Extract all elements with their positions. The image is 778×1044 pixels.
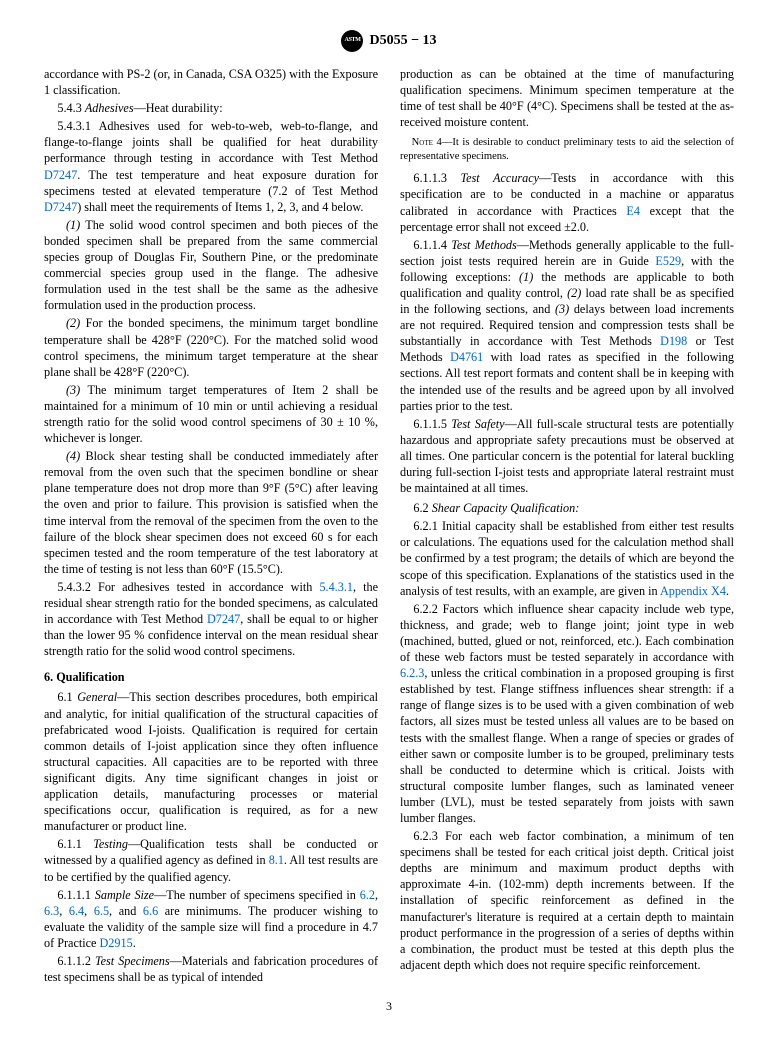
ref-link[interactable]: Appendix X4 (660, 584, 726, 598)
section-6-heading: 6. Qualification (44, 669, 378, 685)
ref-link[interactable]: 6.3 (44, 904, 59, 918)
label: 6.1.1.2 (57, 954, 95, 968)
ref-link[interactable]: D4761 (450, 350, 483, 364)
item-4: (4) Block shear testing shall be conduct… (44, 448, 378, 577)
run-title: Testing (93, 837, 128, 851)
page: D5055 − 13 accordance with PS-2 (or, in … (0, 0, 778, 1044)
label: 6.1.1 (57, 837, 93, 851)
run-title: Test Methods (451, 238, 517, 252)
ref-link[interactable]: D7247 (207, 612, 240, 626)
text: Block shear testing shall be conducted i… (44, 449, 378, 576)
run-title: Test Specimens (95, 954, 170, 968)
para-6.2: 6.2 Shear Capacity Qualification: (400, 500, 734, 516)
para-6.1: 6.1 General—This section describes proce… (44, 689, 378, 834)
run-title: Shear Capacity Qualification: (432, 501, 580, 515)
para-6.1.1.2: 6.1.1.2 Test Specimens—Materials and fab… (44, 953, 378, 985)
label: 6.1.1.5 (413, 417, 451, 431)
inline-label: (1) (519, 270, 533, 284)
text: . (133, 936, 136, 950)
item-label: (2) (66, 316, 80, 330)
ref-link[interactable]: 6.2 (360, 888, 375, 902)
text: , unless the critical combination in a p… (400, 666, 734, 825)
ref-link[interactable]: 6.4 (69, 904, 84, 918)
label: 5.4.3 (57, 101, 84, 115)
para-6.1.1.1: 6.1.1.1 Sample Size—The number of specim… (44, 887, 378, 951)
label: 6.1.1.4 (413, 238, 451, 252)
para-5.4.3: 5.4.3 Adhesives—Heat durability: (44, 100, 378, 116)
para-6.1.1.5: 6.1.1.5 Test Safety—All full-scale struc… (400, 416, 734, 496)
para-6.2.3: 6.2.3 For each web factor combination, a… (400, 828, 734, 973)
ref-link[interactable]: 6.2.3 (400, 666, 424, 680)
ref-link[interactable]: E529 (655, 254, 681, 268)
text: For the bonded specimens, the minimum ta… (44, 316, 378, 378)
label: 6.1.1.3 (413, 171, 460, 185)
ref-link[interactable]: 8.1 (269, 853, 284, 867)
document-header: D5055 − 13 (44, 30, 734, 52)
document-number: D5055 − 13 (369, 33, 436, 48)
item-1: (1) The solid wood control specimen and … (44, 217, 378, 314)
ref-link[interactable]: D7247 (44, 200, 77, 214)
run-title: Adhesives (85, 101, 134, 115)
ref-link[interactable]: 6.6 (143, 904, 158, 918)
ref-link[interactable]: 5.4.3.1 (319, 580, 353, 594)
label: 6.1.1.1 (57, 888, 94, 902)
note-4: Note 4—It is desirable to conduct prelim… (400, 136, 734, 164)
para-6.2.2: 6.2.2 Factors which influence shear capa… (400, 601, 734, 826)
para-6.2.1: 6.2.1 Initial capacity shall be establis… (400, 518, 734, 598)
ref-link[interactable]: D2915 (100, 936, 133, 950)
text: —Heat durability: (134, 101, 223, 115)
text: The minimum target temperatures of Item … (44, 383, 378, 445)
para-6.1.1: 6.1.1 Testing—Qualification tests shall … (44, 836, 378, 884)
run-title: Test Safety (451, 417, 504, 431)
item-label: (4) (66, 449, 80, 463)
run-title: Test Accuracy (461, 171, 540, 185)
ref-link[interactable]: E4 (626, 204, 640, 218)
label: 6.1 (57, 690, 77, 704)
item-2: (2) For the bonded specimens, the minimu… (44, 315, 378, 379)
text: 5.4.3.1 Adhesives used for web-to-web, w… (44, 119, 378, 165)
para-5.4.3.2: 5.4.3.2 For adhesives tested in accordan… (44, 579, 378, 659)
text: 6.2.2 Factors which influence shear capa… (400, 602, 734, 664)
para-6.1.1.2-cont: production as can be obtained at the tim… (400, 66, 734, 130)
inline-label: (3) (555, 302, 569, 316)
text: The solid wood control specimen and both… (44, 218, 378, 312)
ref-link[interactable]: D198 (660, 334, 687, 348)
inline-label: (2) (567, 286, 581, 300)
body-columns: accordance with PS-2 (or, in Canada, CSA… (44, 66, 734, 985)
label: 6.2 (413, 501, 431, 515)
page-number: 3 (44, 999, 734, 1014)
text: 5.4.3.2 For adhesives tested in accordan… (57, 580, 319, 594)
run-title: General (77, 690, 117, 704)
text: ) shall meet the requirements of Items 1… (77, 200, 363, 214)
note-label: Note 4— (412, 137, 453, 148)
text: —The number of specimens specified in (154, 888, 360, 902)
item-label: (3) (66, 383, 80, 397)
astm-logo-icon (341, 30, 363, 52)
para-6.1.1.3: 6.1.1.3 Test Accuracy—Tests in accordanc… (400, 170, 734, 234)
para-5.4.3.1: 5.4.3.1 Adhesives used for web-to-web, w… (44, 118, 378, 215)
ref-link[interactable]: D7247 (44, 168, 77, 182)
text: —This section describes procedures, both… (44, 690, 378, 833)
item-label: (1) (66, 218, 80, 232)
item-3: (3) The minimum target temperatures of I… (44, 382, 378, 446)
continuation-para: accordance with PS-2 (or, in Canada, CSA… (44, 66, 378, 98)
run-title: Sample Size (95, 888, 154, 902)
ref-link[interactable]: 6.5 (94, 904, 109, 918)
text: . The test temperature and heat exposure… (44, 168, 378, 198)
text: . (726, 584, 729, 598)
para-6.1.1.4: 6.1.1.4 Test Methods—Methods generally a… (400, 237, 734, 414)
